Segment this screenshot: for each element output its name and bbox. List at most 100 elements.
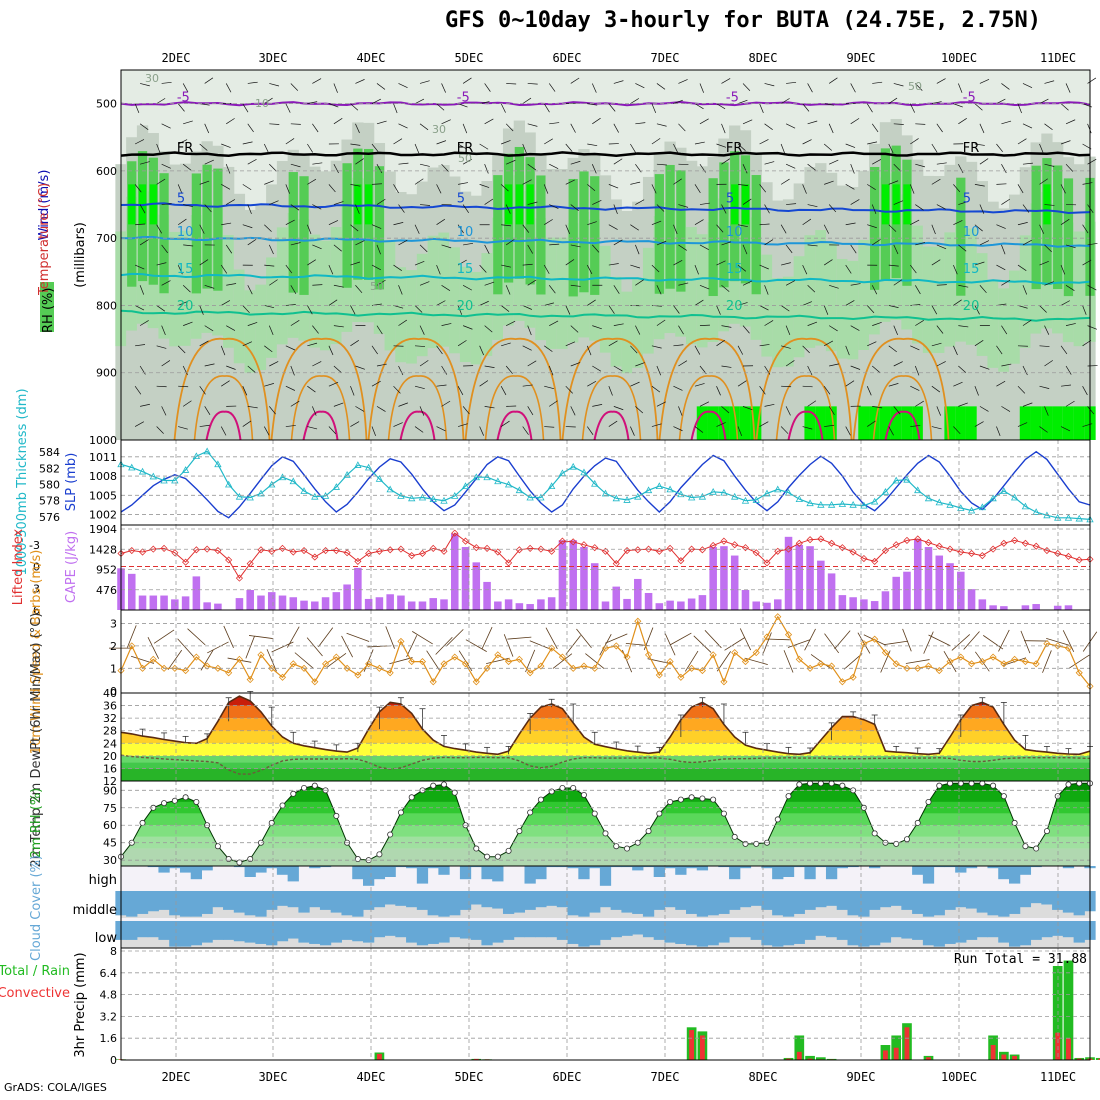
wind-barb [183, 244, 194, 247]
cloud-middle-bar [890, 891, 902, 906]
cloud-middle-bar [696, 891, 709, 917]
wind-barb [592, 404, 603, 407]
li-point [580, 541, 588, 549]
li-point [461, 537, 470, 545]
cape-bar [407, 601, 416, 610]
rh-column-moist [244, 290, 256, 373]
wind-barb [1065, 83, 1071, 93]
thickness-point [752, 496, 760, 503]
wind-barb [350, 224, 359, 232]
cloud-low-bar [664, 921, 676, 943]
thickness-point [235, 492, 244, 500]
cloud-low-bar [686, 921, 698, 946]
rh-point [871, 830, 878, 837]
rh-point [516, 828, 523, 835]
wind-barb [888, 180, 899, 185]
thickness-point [903, 475, 911, 483]
li-point [354, 557, 362, 565]
cape-bar [623, 598, 631, 610]
rh-contour-label: 50 [458, 152, 472, 165]
cloud-middle-bar [363, 891, 375, 910]
wind-speed-point [623, 653, 631, 661]
wind-barb [737, 224, 748, 228]
wind-barb [420, 204, 431, 206]
cloud-middle-bar [922, 891, 935, 917]
wind-barb-10m [762, 632, 772, 655]
wind-barb [225, 244, 233, 254]
wind-barb [268, 244, 274, 255]
wind-speed-point [558, 653, 566, 661]
wind-barb [586, 264, 593, 275]
wind-barb [781, 345, 791, 349]
wind-speed-point [741, 658, 750, 666]
wind-barb [290, 242, 301, 246]
wind-barb [398, 204, 405, 213]
cape-bar [203, 602, 211, 610]
cloud-middle-bar [556, 891, 569, 908]
wind-barb [630, 264, 641, 269]
wind-barb [742, 164, 748, 174]
wind-barb [419, 360, 429, 367]
wind-barb-10m [426, 650, 441, 671]
wind-barb [694, 219, 704, 226]
cape-bar [978, 599, 987, 610]
wind-barb [199, 424, 210, 427]
cloud-low-bar [330, 921, 342, 943]
li-tick--3: -3 [29, 539, 40, 552]
wind-barb [371, 345, 378, 355]
thickness-point [354, 461, 362, 468]
rh-point [1033, 845, 1040, 852]
wind-barb [178, 139, 188, 145]
wind-barb [436, 300, 446, 306]
wind-barb [312, 162, 323, 165]
wind-speed-point [806, 664, 814, 672]
wind-speed-point [332, 653, 340, 661]
thickness-point [343, 470, 351, 478]
cape-bar [267, 592, 276, 610]
cloud-high-bar [481, 866, 493, 880]
cloud-low-bar [933, 921, 945, 947]
wind-barb [268, 325, 274, 335]
wind-speed-point [698, 667, 706, 675]
wind-barb [592, 365, 602, 372]
wind-speed-point [278, 673, 287, 681]
thickness-point [311, 492, 319, 500]
li-point [1032, 542, 1040, 550]
cape-bar [483, 581, 491, 610]
wind-barb [656, 401, 666, 407]
cloud-middle-bar [793, 891, 805, 914]
wind-barb [527, 83, 538, 85]
cape-bar [558, 540, 567, 610]
cloud-high-bar [1030, 866, 1042, 868]
li-line [120, 532, 1091, 580]
cloud-low-bar [1052, 921, 1064, 936]
wind-barb [613, 406, 624, 411]
cape-bar [924, 547, 933, 610]
wind-barb [139, 204, 146, 214]
wind-barb [307, 259, 316, 266]
cape-bar [257, 595, 265, 610]
rh-point [807, 780, 814, 787]
wind-barb [285, 385, 296, 391]
thickness-point [601, 489, 610, 497]
wind-barb [678, 282, 689, 286]
wind-barb [307, 385, 316, 393]
cape-bar [935, 555, 944, 610]
hot-dome [593, 410, 630, 441]
cape-bar [967, 589, 976, 610]
wind-barb [742, 325, 750, 334]
cloud-high-bar [922, 866, 935, 884]
bottom-date-7DEC: 7DEC [651, 1070, 680, 1084]
thickness-point [644, 486, 653, 494]
cloud-high-bar [416, 866, 429, 884]
wind-barb [909, 184, 915, 194]
isotherm-label: 5 [457, 192, 465, 207]
cloud-middle-bar [449, 891, 461, 916]
isotherm-label: FR [726, 141, 743, 156]
wind-barb [824, 180, 834, 185]
wind-speed-point [515, 655, 523, 663]
wind-barb [156, 262, 167, 266]
wind-barb [182, 285, 191, 293]
cloud-low-bar [459, 921, 472, 939]
wind-barb [931, 385, 941, 393]
